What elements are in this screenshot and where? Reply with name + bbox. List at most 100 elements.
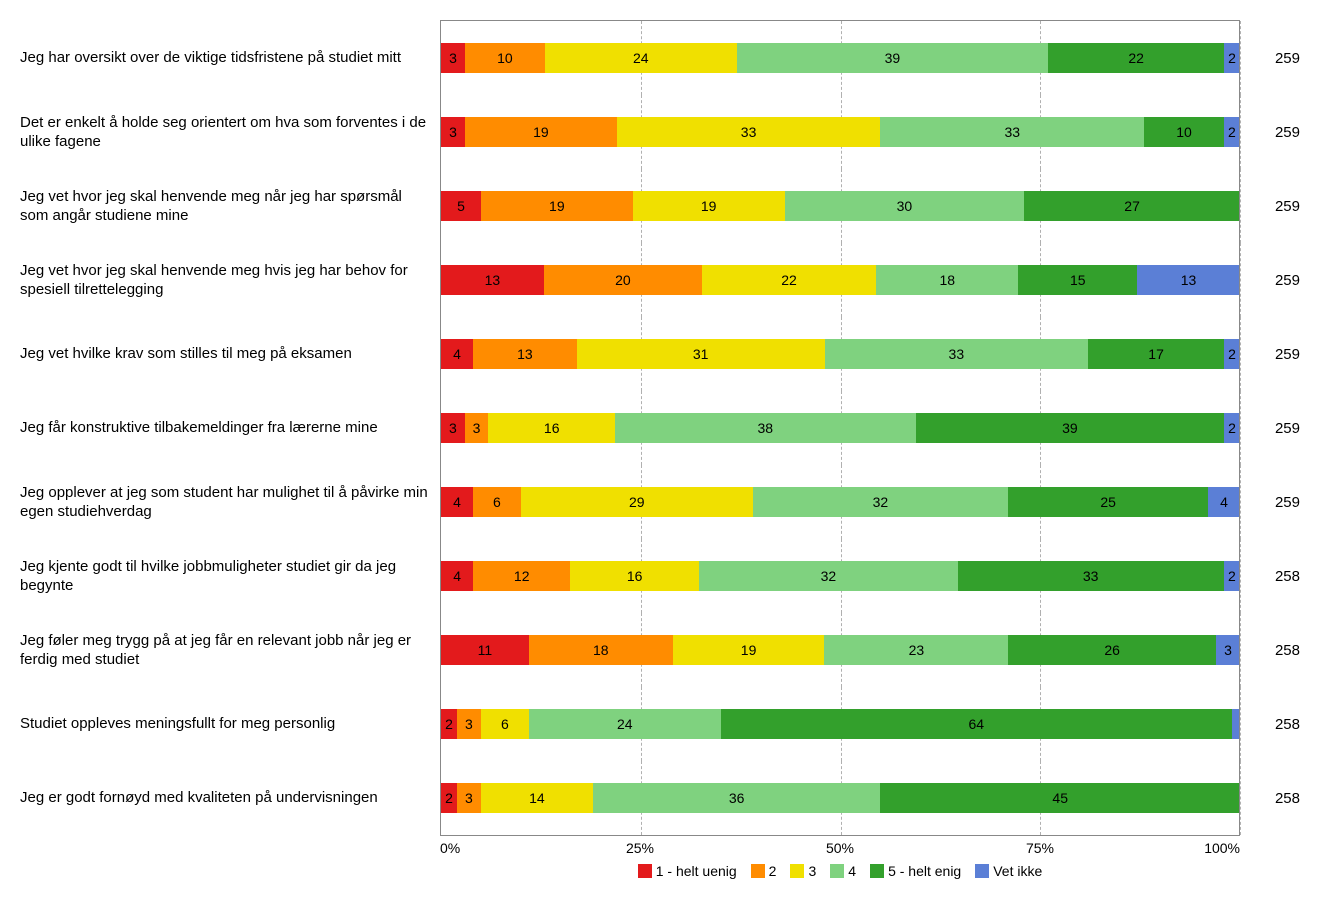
bar-area: 11181923263 bbox=[440, 613, 1240, 687]
row-total: 259 bbox=[1240, 272, 1300, 289]
segment-value: 32 bbox=[873, 494, 889, 510]
bar-segment: 6 bbox=[473, 487, 521, 517]
bar-segment: 12 bbox=[473, 561, 570, 591]
bar: 462932254 bbox=[441, 487, 1240, 517]
legend-item: 4 bbox=[830, 863, 856, 879]
segment-value: 3 bbox=[473, 420, 481, 436]
bar-segment: 2 bbox=[1224, 43, 1240, 73]
legend-label: 5 - helt enig bbox=[888, 863, 961, 879]
bar-segment: 13 bbox=[441, 265, 544, 295]
segment-value: 24 bbox=[633, 50, 649, 66]
row-label: Studiet oppleves meningsfullt for meg pe… bbox=[20, 714, 440, 734]
segment-value: 12 bbox=[514, 568, 530, 584]
bar-area: 462932254 bbox=[440, 465, 1240, 539]
bar-segment: 19 bbox=[465, 117, 617, 147]
bar-segment: 2 bbox=[441, 783, 457, 813]
bar: 4133133172 bbox=[441, 339, 1240, 369]
bar-segment: 3 bbox=[441, 413, 465, 443]
segment-value: 6 bbox=[493, 494, 501, 510]
bar-segment: 4 bbox=[1208, 487, 1240, 517]
bar-segment: 18 bbox=[876, 265, 1018, 295]
segment-value: 39 bbox=[885, 50, 901, 66]
legend-swatch bbox=[830, 864, 844, 878]
bar: 3193333102 bbox=[441, 117, 1240, 147]
stacked-bar-chart: Jeg har oversikt over de viktige tidsfri… bbox=[20, 20, 1318, 879]
bar-area: 4133133172 bbox=[440, 317, 1240, 391]
segment-value: 13 bbox=[1181, 272, 1197, 288]
segment-value: 6 bbox=[501, 716, 509, 732]
legend-swatch bbox=[638, 864, 652, 878]
segment-value: 5 bbox=[457, 198, 465, 214]
row-total: 259 bbox=[1240, 198, 1300, 215]
segment-value: 4 bbox=[453, 494, 461, 510]
bar-segment: 6 bbox=[481, 709, 529, 739]
row-total: 259 bbox=[1240, 346, 1300, 363]
bar-segment: 26 bbox=[1008, 635, 1216, 665]
segment-value: 3 bbox=[465, 716, 473, 732]
segment-value: 3 bbox=[449, 124, 457, 140]
segment-value: 18 bbox=[939, 272, 955, 288]
segment-value: 64 bbox=[969, 716, 985, 732]
chart-row: Det er enkelt å holde seg orientert om h… bbox=[20, 95, 1318, 169]
bar-area: 331638392 bbox=[440, 391, 1240, 465]
bar: 23 14 36 45 bbox=[441, 783, 1240, 813]
bar-segment: 36 bbox=[593, 783, 881, 813]
segment-value: 4 bbox=[1220, 494, 1228, 510]
legend-label: 1 - helt uenig bbox=[656, 863, 737, 879]
bar-segment: 24 bbox=[545, 43, 737, 73]
bar-segment: 33 bbox=[617, 117, 881, 147]
chart-row: Jeg vet hvor jeg skal henvende meg når j… bbox=[20, 169, 1318, 243]
axis-tick: 0% bbox=[440, 840, 460, 856]
bar-segment: 39 bbox=[737, 43, 1049, 73]
bar-segment: 64 bbox=[721, 709, 1232, 739]
segment-value: 3 bbox=[465, 790, 473, 806]
x-axis: 0%25%50%75%100% bbox=[20, 835, 1318, 859]
bar-segment: 22 bbox=[702, 265, 876, 295]
bar: 13 20 22 18 15 13 bbox=[441, 265, 1240, 295]
segment-value: 19 bbox=[741, 642, 757, 658]
segment-value: 3 bbox=[449, 50, 457, 66]
bar-segment: 33 bbox=[958, 561, 1224, 591]
segment-value: 18 bbox=[593, 642, 609, 658]
axis-tick: 25% bbox=[626, 840, 654, 856]
segment-value: 4 bbox=[453, 568, 461, 584]
chart-row: Jeg er godt fornøyd med kvaliteten på un… bbox=[20, 761, 1318, 835]
bar-area: 13 20 22 18 15 13 bbox=[440, 243, 1240, 317]
bar-area: 3193333102 bbox=[440, 95, 1240, 169]
segment-value: 19 bbox=[549, 198, 565, 214]
chart-row: Jeg opplever at jeg som student har muli… bbox=[20, 465, 1318, 539]
segment-value: 45 bbox=[1052, 790, 1068, 806]
row-total: 258 bbox=[1240, 790, 1300, 807]
legend-swatch bbox=[751, 864, 765, 878]
segment-value: 17 bbox=[1148, 346, 1164, 362]
bar-segment: 13 bbox=[473, 339, 577, 369]
segment-value: 13 bbox=[517, 346, 533, 362]
bar-segment: 17 bbox=[1088, 339, 1224, 369]
segment-value: 2 bbox=[445, 790, 453, 806]
segment-value: 10 bbox=[1176, 124, 1192, 140]
row-total: 259 bbox=[1240, 494, 1300, 511]
segment-value: 19 bbox=[701, 198, 717, 214]
bar-segment: 38 bbox=[615, 413, 916, 443]
segment-value: 15 bbox=[1070, 272, 1086, 288]
segment-value: 36 bbox=[729, 790, 745, 806]
segment-value: 20 bbox=[615, 272, 631, 288]
bar-segment: 2 bbox=[1224, 561, 1240, 591]
bar-segment: 29 bbox=[521, 487, 753, 517]
segment-value: 23 bbox=[909, 642, 925, 658]
segment-value: 2 bbox=[1228, 124, 1236, 140]
bar: 519193027 bbox=[441, 191, 1240, 221]
legend-item: 3 bbox=[790, 863, 816, 879]
bar-segment: 14 bbox=[481, 783, 593, 813]
segment-value: 2 bbox=[1228, 568, 1236, 584]
bar-segment: 11 bbox=[441, 635, 529, 665]
segment-value: 33 bbox=[949, 346, 965, 362]
bar-segment: 2 bbox=[1224, 339, 1240, 369]
segment-value: 2 bbox=[1228, 50, 1236, 66]
legend-swatch bbox=[975, 864, 989, 878]
segment-value: 31 bbox=[693, 346, 709, 362]
segment-value: 27 bbox=[1124, 198, 1140, 214]
bar-area: 2362464 bbox=[440, 687, 1240, 761]
segment-value: 33 bbox=[1083, 568, 1099, 584]
legend-item: Vet ikke bbox=[975, 863, 1042, 879]
